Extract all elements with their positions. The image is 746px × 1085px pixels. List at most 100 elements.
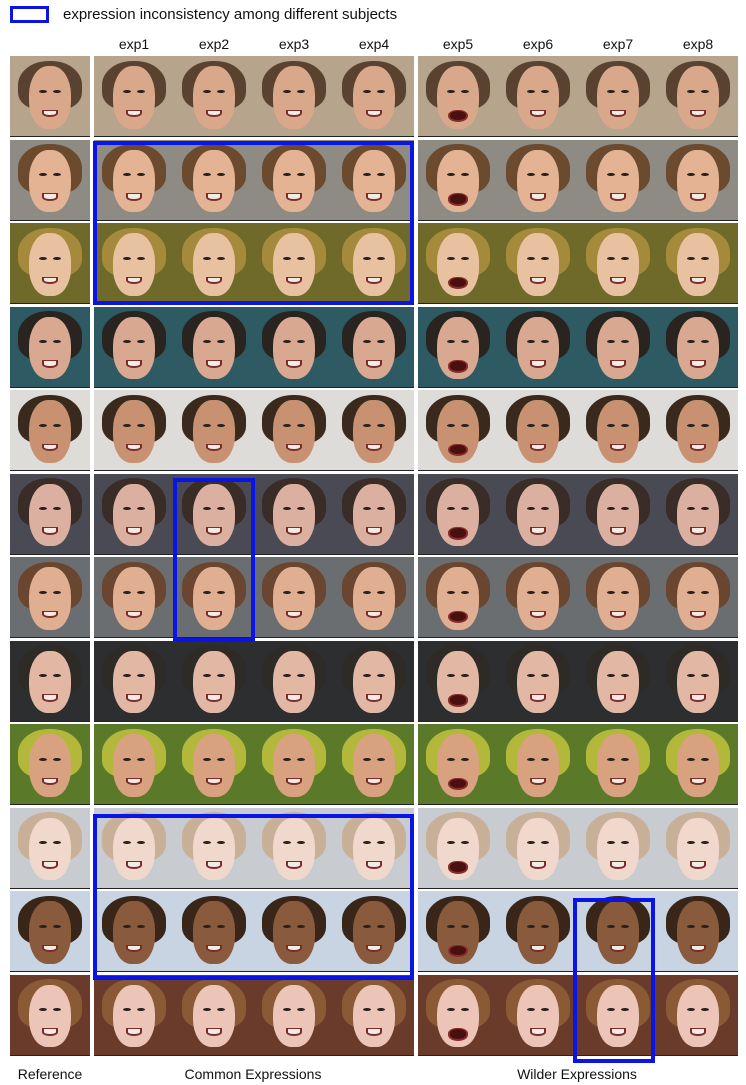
expression-face-exp5 — [418, 306, 498, 388]
expression-face-exp3 — [254, 56, 334, 137]
expression-face-exp3 — [254, 724, 334, 805]
expression-face-exp8 — [658, 473, 738, 555]
expression-face-exp5 — [418, 640, 498, 722]
expression-face-exp7 — [578, 807, 658, 889]
expression-face-exp2 — [174, 640, 254, 722]
expression-face-exp5 — [418, 807, 498, 889]
reference-face — [10, 974, 90, 1056]
expression-face-exp7 — [578, 724, 658, 805]
expression-face-exp1 — [94, 974, 174, 1056]
expression-face-exp3 — [254, 557, 334, 638]
expression-face-exp4 — [334, 306, 414, 388]
column-header-exp3: exp3 — [278, 36, 310, 52]
expression-face-exp8 — [658, 974, 738, 1056]
reference-face — [10, 139, 90, 221]
caption-reference: Reference — [17, 1066, 83, 1082]
expression-face-exp1 — [94, 390, 174, 471]
expression-face-exp6 — [498, 139, 578, 221]
expression-face-exp6 — [498, 473, 578, 555]
column-header-exp8: exp8 — [682, 36, 714, 52]
reference-face — [10, 891, 90, 972]
expression-face-exp8 — [658, 557, 738, 638]
expression-face-exp7 — [578, 473, 658, 555]
expression-face-exp8 — [658, 807, 738, 889]
expression-face-exp5 — [418, 139, 498, 221]
expression-face-exp7 — [578, 139, 658, 221]
expression-face-exp7 — [578, 640, 658, 722]
expression-face-exp6 — [498, 223, 578, 304]
reference-face — [10, 56, 90, 137]
expression-face-exp4 — [334, 640, 414, 722]
expression-face-exp6 — [498, 390, 578, 471]
expression-face-exp6 — [498, 56, 578, 137]
expression-face-exp2 — [174, 891, 254, 972]
expression-face-exp4 — [334, 724, 414, 805]
legend: expression inconsistency among different… — [10, 2, 397, 26]
expression-face-exp8 — [658, 306, 738, 388]
expression-face-exp1 — [94, 640, 174, 722]
column-header-exp5: exp5 — [442, 36, 474, 52]
expression-face-exp7 — [578, 390, 658, 471]
expression-face-exp2 — [174, 473, 254, 555]
expression-face-exp1 — [94, 139, 174, 221]
reference-face — [10, 223, 90, 304]
expression-face-exp4 — [334, 807, 414, 889]
expression-face-exp5 — [418, 891, 498, 972]
expression-face-exp4 — [334, 891, 414, 972]
reference-face — [10, 473, 90, 555]
expression-face-exp4 — [334, 139, 414, 221]
expression-face-exp4 — [334, 473, 414, 555]
legend-swatch — [10, 5, 49, 23]
reference-face — [10, 724, 90, 805]
legend-label: expression inconsistency among different… — [63, 5, 398, 23]
expression-face-exp3 — [254, 473, 334, 555]
expression-face-exp4 — [334, 390, 414, 471]
reference-face — [10, 306, 90, 388]
expression-face-exp3 — [254, 891, 334, 972]
expression-face-exp6 — [498, 557, 578, 638]
reference-face — [10, 557, 90, 638]
column-header-exp1: exp1 — [118, 36, 150, 52]
column-header-exp4: exp4 — [358, 36, 390, 52]
expression-face-exp2 — [174, 974, 254, 1056]
expression-face-exp4 — [334, 974, 414, 1056]
expression-face-exp7 — [578, 891, 658, 972]
expression-face-exp8 — [658, 724, 738, 805]
expression-face-exp1 — [94, 724, 174, 805]
expression-face-exp2 — [174, 223, 254, 304]
expression-face-exp3 — [254, 306, 334, 388]
expression-face-exp2 — [174, 390, 254, 471]
expression-face-exp1 — [94, 306, 174, 388]
column-header-exp2: exp2 — [198, 36, 230, 52]
caption-common: Common Expressions — [184, 1066, 322, 1082]
expression-face-exp5 — [418, 557, 498, 638]
column-header-exp7: exp7 — [602, 36, 634, 52]
expression-face-exp5 — [418, 724, 498, 805]
expression-face-exp8 — [658, 56, 738, 137]
expression-face-exp6 — [498, 640, 578, 722]
expression-face-exp5 — [418, 390, 498, 471]
expression-face-exp1 — [94, 891, 174, 972]
expression-face-exp6 — [498, 306, 578, 388]
expression-face-exp1 — [94, 223, 174, 304]
expression-face-exp3 — [254, 807, 334, 889]
expression-face-exp7 — [578, 974, 658, 1056]
expression-face-exp5 — [418, 473, 498, 555]
expression-face-exp3 — [254, 139, 334, 221]
expression-face-exp2 — [174, 56, 254, 137]
expression-face-exp8 — [658, 640, 738, 722]
expression-face-exp8 — [658, 139, 738, 221]
expression-face-exp6 — [498, 724, 578, 805]
expression-face-exp5 — [418, 974, 498, 1056]
expression-face-exp8 — [658, 390, 738, 471]
reference-face — [10, 807, 90, 889]
column-header-exp6: exp6 — [522, 36, 554, 52]
reference-face — [10, 640, 90, 722]
expression-face-exp7 — [578, 223, 658, 304]
expression-face-exp1 — [94, 56, 174, 137]
expression-face-exp4 — [334, 557, 414, 638]
expression-face-exp4 — [334, 56, 414, 137]
expression-face-exp8 — [658, 891, 738, 972]
expression-face-exp2 — [174, 724, 254, 805]
expression-face-exp2 — [174, 807, 254, 889]
